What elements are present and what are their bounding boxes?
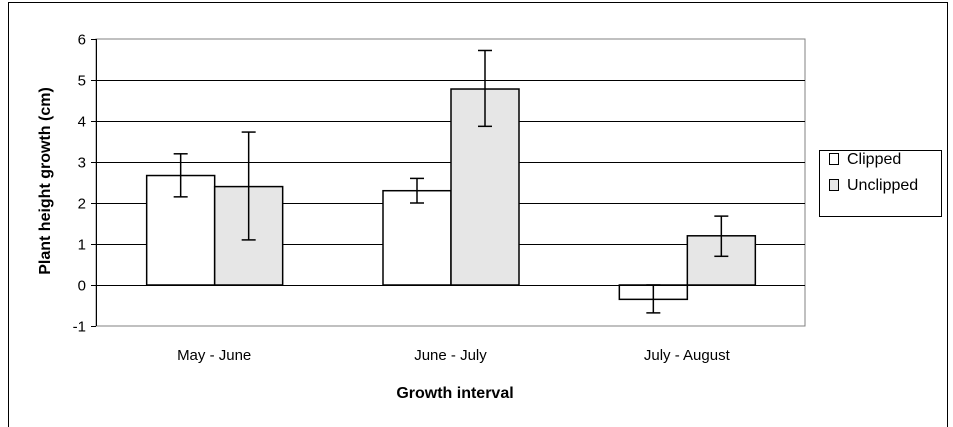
y-tick-label: 2 — [78, 196, 86, 213]
bar — [382, 189, 452, 286]
legend-swatch — [829, 153, 839, 165]
y-axis-title: Plant height growth (cm) — [37, 87, 54, 275]
legend-swatch — [829, 179, 839, 191]
y-tick-label: 5 — [78, 73, 86, 90]
legend-label: Clipped — [847, 151, 901, 168]
legend-box — [819, 150, 942, 217]
y-tick-label: 6 — [78, 32, 86, 49]
x-tick-label: June - July — [414, 347, 487, 364]
y-tick-label: 3 — [78, 155, 86, 172]
y-tick-label: 0 — [78, 278, 86, 295]
legend: Clipped Unclipped — [819, 150, 942, 217]
x-tick-label: July - August — [644, 347, 731, 364]
x-tick-label: May - June — [177, 347, 251, 364]
y-tick-label: 1 — [78, 237, 86, 254]
y-tick-label: 4 — [78, 114, 86, 131]
plot-area: -1 0 1 2 3 4 5 6 May - June June - July July - Aug… — [73, 32, 806, 364]
legend-label: Unclipped — [847, 177, 918, 194]
x-axis-title: Growth interval — [396, 385, 513, 402]
y-tick-label: -1 — [73, 319, 86, 336]
